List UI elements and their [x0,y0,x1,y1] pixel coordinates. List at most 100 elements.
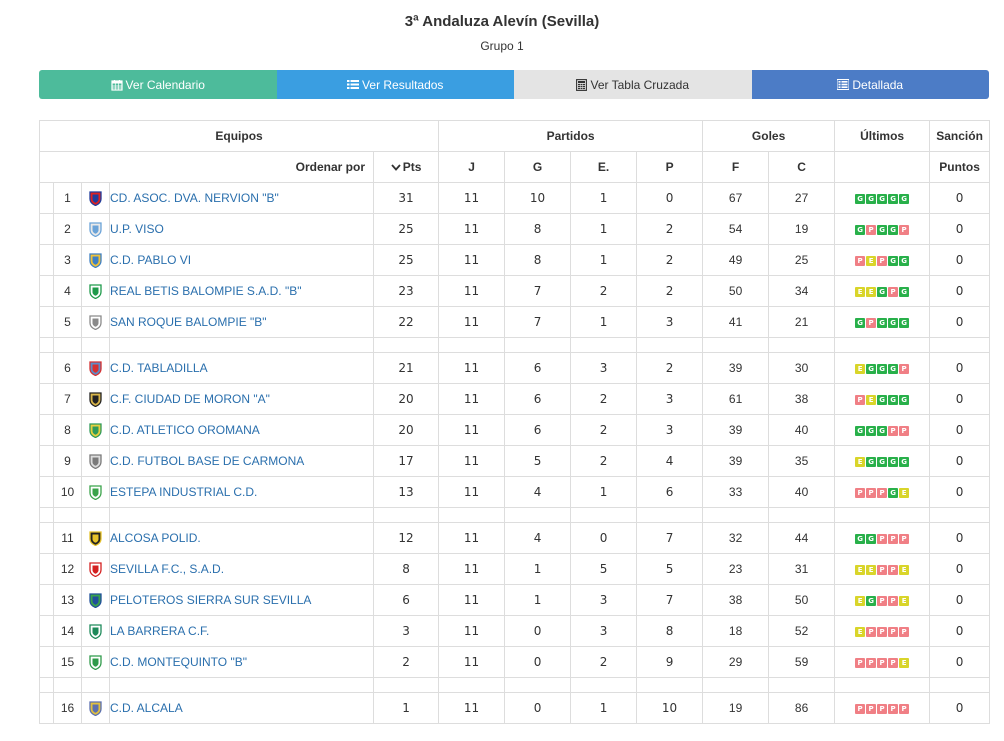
won: 5 [504,445,572,477]
separator-cell [636,337,704,353]
goals-against: 40 [768,414,836,446]
team-link[interactable]: SAN ROQUE BALOMPIE "B" [110,315,267,329]
team-link[interactable]: C.D. FUTBOL BASE DE CARMONA [110,454,305,468]
row-indicator [39,615,54,647]
sanction-points: 0 [929,414,991,446]
drawn: 2 [570,445,638,477]
calendar-icon [110,79,123,91]
result-badge: P [899,533,910,544]
goals-against: 40 [768,476,836,508]
lost: 4 [636,445,704,477]
won: 8 [504,213,572,245]
separator-cell [636,677,704,693]
sanction-points: 0 [929,476,991,508]
result-badge: E [866,394,877,405]
team-link[interactable]: REAL BETIS BALOMPIE S.A.D. "B" [110,284,302,298]
team-link[interactable]: C.D. TABLADILLA [110,361,208,375]
team-crest-icon [89,284,102,299]
team-link[interactable]: U.P. VISO [110,222,164,236]
separator-cell [768,337,836,353]
team-link[interactable]: C.D. ATLETICO OROMANA [110,423,260,437]
lost: 0 [636,182,704,214]
result-badge: G [855,533,866,544]
points: 31 [372,182,440,214]
team-crest-icon [89,531,102,546]
sort-pts-header[interactable]: Pts [372,151,440,183]
sanction-points: 0 [929,445,991,477]
points: 25 [372,244,440,276]
team-link[interactable]: ALCOSA POLID. [110,531,201,545]
header-j: J [438,151,506,183]
points: 22 [372,306,440,338]
result-badge: G [899,317,910,328]
result-badge: G [899,286,910,297]
played: 11 [438,244,506,276]
team-link[interactable]: SEVILLA F.C., S.A.D. [110,562,225,576]
separator-cell [929,507,991,523]
sanction-points: 0 [929,306,991,338]
result-badge: G [877,317,888,328]
team-link[interactable]: ESTEPA INDUSTRIAL C.D. [110,485,258,499]
row-indicator [39,476,54,508]
table-row: 14 LA BARRERA C.F. 3 11 0 3 8 18 52 E P P P P 0 [39,615,991,647]
team-crest-icon [89,485,102,500]
tab-ver-tabla-cruzada[interactable]: Ver Tabla Cruzada [514,70,752,99]
points: 21 [372,352,440,384]
result-badge: E [855,456,866,467]
separator-cell [39,677,54,693]
tab-ver-resultados[interactable]: Ver Resultados [276,70,514,99]
team-link[interactable]: PELOTEROS SIERRA SUR SEVILLA [110,593,312,607]
goals-against: 27 [768,182,836,214]
result-badge: G [899,255,910,266]
won: 7 [504,275,572,307]
goals-for: 29 [702,646,770,678]
sanction-points: 0 [929,352,991,384]
row-indicator [39,692,54,724]
team-link[interactable]: C.F. CIUDAD DE MORON "A" [110,392,270,406]
result-badge: G [877,193,888,204]
team-name: ALCOSA POLID. [109,522,374,554]
tab-ver-calendario[interactable]: Ver Calendario [39,70,277,99]
team-crest-icon [89,315,102,330]
result-badge: P [866,703,877,714]
team-link[interactable]: LA BARRERA C.F. [110,624,210,638]
result-badge: P [888,703,899,714]
team-crest [81,383,110,415]
tab-detallada[interactable]: Detallada [751,70,989,99]
separator-cell [504,507,572,523]
lost: 7 [636,584,704,616]
goals-for: 54 [702,213,770,245]
calculator-icon [576,78,588,91]
team-link[interactable]: CD. ASOC. DVA. NERVION "B" [110,191,279,205]
lost: 9 [636,646,704,678]
row-indicator [39,522,54,554]
result-badge: G [866,425,877,436]
team-crest [81,522,110,554]
separator-cell [929,677,991,693]
position: 3 [53,244,82,276]
team-crest [81,306,110,338]
row-indicator [39,275,54,307]
points: 1 [372,692,440,724]
team-name: C.D. MONTEQUINTO "B" [109,646,374,678]
lost: 2 [636,244,704,276]
tab-detallada-label: Detallada [852,77,904,92]
team-link[interactable]: C.D. PABLO VI [110,253,192,267]
team-link[interactable]: C.D. ALCALA [110,701,183,715]
goals-for: 39 [702,414,770,446]
position: 4 [53,275,82,307]
tab-ver-tabla-cruzada-label: Ver Tabla Cruzada [590,77,689,92]
team-name: C.D. PABLO VI [109,244,374,276]
table-row: 8 C.D. ATLETICO OROMANA 20 11 6 2 3 39 40 G G G P P 0 [39,414,991,446]
team-link[interactable]: C.D. MONTEQUINTO "B" [110,655,247,669]
team-name: LA BARRERA C.F. [109,615,374,647]
result-badge: P [866,657,877,668]
header-e: E. [570,151,638,183]
result-badge: P [855,487,866,498]
table-row: 11 ALCOSA POLID. 12 11 4 0 7 32 44 G G P P P 0 [39,522,991,554]
separator-cell [504,677,572,693]
table-row: 3 C.D. PABLO VI 25 11 8 1 2 49 25 P E P G G 0 [39,244,991,276]
points: 17 [372,445,440,477]
result-badge: E [899,564,910,575]
